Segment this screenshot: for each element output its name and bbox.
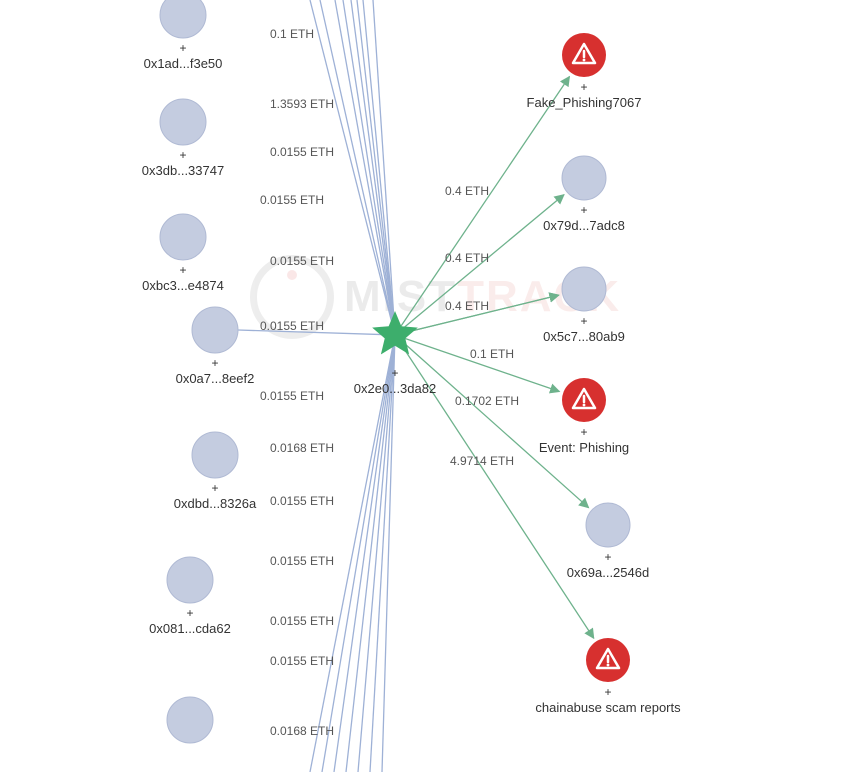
- edge-in: [310, 0, 395, 335]
- source-node[interactable]: [160, 99, 206, 145]
- edge-in-label: 0.0155 ETH: [260, 319, 324, 333]
- edge-out: [395, 77, 569, 335]
- source-node-label: 0xbc3...e4874: [142, 278, 224, 293]
- edge-in-label: 0.0155 ETH: [270, 494, 334, 508]
- svg-text:+: +: [580, 314, 587, 328]
- source-node-label: 0x3db...33747: [142, 163, 224, 178]
- dest-node[interactable]: [562, 267, 606, 311]
- svg-text:+: +: [179, 41, 186, 55]
- svg-text:+: +: [580, 425, 587, 439]
- edge-in-label: 0.0155 ETH: [270, 554, 334, 568]
- svg-text:+: +: [604, 550, 611, 564]
- source-node[interactable]: [160, 214, 206, 260]
- edge-in-label: 0.0155 ETH: [270, 145, 334, 159]
- dest-node-label: 0x79d...7adc8: [543, 218, 625, 233]
- dest-node-label: chainabuse scam reports: [535, 700, 681, 715]
- edge-out-label: 0.4 ETH: [445, 251, 489, 265]
- edge-in-label: 0.0155 ETH: [260, 389, 324, 403]
- dest-node-label: 0x69a...2546d: [567, 565, 649, 580]
- source-node-label: 0x081...cda62: [149, 621, 231, 636]
- source-node[interactable]: [167, 557, 213, 603]
- edge-out-label: 4.9714 ETH: [450, 454, 514, 468]
- dest-node-label: Event: Phishing: [539, 440, 629, 455]
- source-node-label: 0x1ad...f3e50: [144, 56, 223, 71]
- dest-node[interactable]: [562, 156, 606, 200]
- source-node[interactable]: [167, 697, 213, 743]
- edge-out-label: 0.4 ETH: [445, 184, 489, 198]
- edge-out-label: 0.1702 ETH: [455, 394, 519, 408]
- source-node-label: 0xdbd...8326a: [174, 496, 257, 511]
- svg-text:+: +: [211, 481, 218, 495]
- edge-in: [346, 335, 395, 772]
- edge-in-label: 0.0155 ETH: [260, 193, 324, 207]
- edge-out-label: 0.1 ETH: [470, 347, 514, 361]
- source-node[interactable]: [160, 0, 206, 38]
- svg-text:+: +: [580, 203, 587, 217]
- edge-in-label: 0.1 ETH: [270, 27, 314, 41]
- transaction-graph: 0.1 ETH 1.3593 ETH 0.0155 ETH 0.0155 ETH 0.0…: [0, 0, 867, 772]
- edge-out-label: 0.4 ETH: [445, 299, 489, 313]
- svg-text:+: +: [391, 366, 398, 380]
- edge-in: [334, 335, 395, 772]
- edge-in-label: 0.0155 ETH: [270, 654, 334, 668]
- svg-text:+: +: [211, 356, 218, 370]
- source-node[interactable]: [192, 307, 238, 353]
- edge-in-label: 0.0168 ETH: [270, 441, 334, 455]
- svg-text:+: +: [179, 263, 186, 277]
- svg-text:+: +: [186, 606, 193, 620]
- source-node[interactable]: [192, 432, 238, 478]
- edge-in-label: 0.0168 ETH: [270, 724, 334, 738]
- svg-text:+: +: [179, 148, 186, 162]
- edge-in: [358, 335, 395, 772]
- edge-in-label: 1.3593 ETH: [270, 97, 334, 111]
- svg-text:+: +: [580, 80, 587, 94]
- edge-in: [335, 0, 395, 335]
- edge-in: [363, 0, 395, 335]
- svg-text:+: +: [604, 685, 611, 699]
- edge-in: [343, 0, 395, 335]
- dest-node-label: Fake_Phishing7067: [527, 95, 642, 110]
- dest-node[interactable]: [586, 503, 630, 547]
- edge-in-label: 0.0155 ETH: [270, 254, 334, 268]
- source-node-label: 0x0a7...8eef2: [176, 371, 255, 386]
- center-label: 0x2e0...3da82: [354, 381, 436, 396]
- dest-node-label: 0x5c7...80ab9: [543, 329, 625, 344]
- edge-in-label: 0.0155 ETH: [270, 614, 334, 628]
